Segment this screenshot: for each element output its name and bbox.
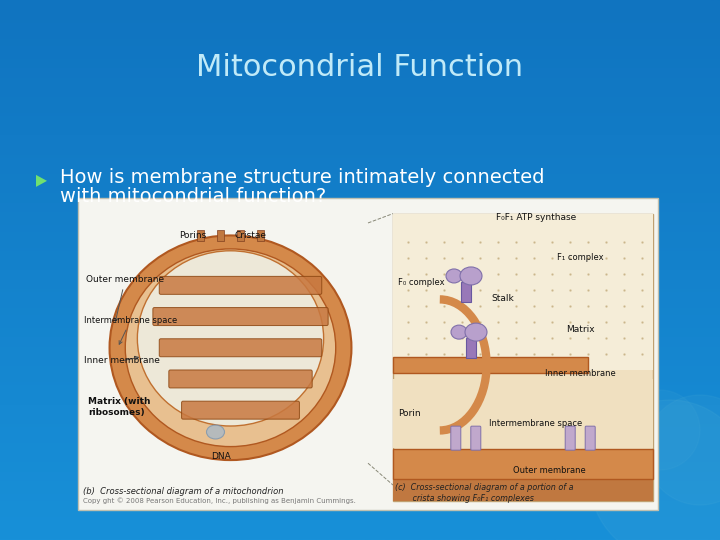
Text: Inner membrane: Inner membrane [545,369,616,378]
Ellipse shape [125,249,336,447]
Ellipse shape [138,251,323,426]
Ellipse shape [465,323,487,341]
FancyBboxPatch shape [461,282,471,302]
Ellipse shape [460,267,482,285]
FancyBboxPatch shape [78,198,658,510]
Text: F₁ complex: F₁ complex [557,253,603,262]
Text: Intermembrane space: Intermembrane space [490,418,582,428]
Text: Cristae: Cristae [235,231,266,240]
Ellipse shape [109,235,351,460]
Text: Matrix (with
ribosomes): Matrix (with ribosomes) [88,397,150,417]
Ellipse shape [446,269,462,283]
Text: Stalk: Stalk [492,294,515,303]
FancyBboxPatch shape [153,308,328,326]
FancyBboxPatch shape [585,426,595,450]
FancyBboxPatch shape [393,357,588,373]
FancyBboxPatch shape [257,230,264,241]
Text: DNA: DNA [211,453,230,462]
Text: with mitocondrial function?: with mitocondrial function? [60,186,326,206]
Circle shape [620,390,700,470]
Text: Mitocondrial Function: Mitocondrial Function [197,53,523,82]
FancyBboxPatch shape [217,230,224,241]
FancyBboxPatch shape [393,214,653,369]
FancyBboxPatch shape [451,426,461,450]
FancyBboxPatch shape [159,276,322,294]
Ellipse shape [207,425,225,439]
FancyBboxPatch shape [237,230,244,241]
Text: Intermembrane space: Intermembrane space [84,316,177,345]
Text: Porin: Porin [398,409,420,418]
Polygon shape [36,175,47,187]
Text: Outer membrane: Outer membrane [86,275,164,321]
FancyBboxPatch shape [393,214,653,501]
Circle shape [590,400,720,540]
FancyBboxPatch shape [181,401,300,419]
FancyBboxPatch shape [565,426,575,450]
Text: Matrix: Matrix [566,325,595,334]
Circle shape [645,395,720,505]
FancyBboxPatch shape [197,230,204,241]
Text: Copy ght © 2008 Pearson Education, Inc., publishing as Benjamin Cummings.: Copy ght © 2008 Pearson Education, Inc.,… [83,497,356,504]
Ellipse shape [451,325,467,339]
Text: Porins: Porins [179,231,206,240]
Text: (c)  Cross-sectional diagram of a portion of a
       crista showing F₀F₁ comple: (c) Cross-sectional diagram of a portion… [395,483,574,503]
FancyBboxPatch shape [393,479,653,501]
Text: (b)  Cross-sectional diagram of a mitochondrion: (b) Cross-sectional diagram of a mitocho… [83,487,284,496]
Text: F₀ complex: F₀ complex [398,278,445,287]
FancyBboxPatch shape [466,338,476,358]
FancyBboxPatch shape [393,379,653,448]
Text: Outer membrane: Outer membrane [513,465,585,475]
FancyBboxPatch shape [168,370,312,388]
FancyBboxPatch shape [393,449,653,479]
FancyBboxPatch shape [471,426,481,450]
Text: Inner membrane: Inner membrane [84,356,160,366]
FancyBboxPatch shape [159,339,322,357]
Text: F₀F₁ ATP synthase: F₀F₁ ATP synthase [496,213,576,222]
Text: How is membrane structure intimately connected: How is membrane structure intimately con… [60,167,544,187]
